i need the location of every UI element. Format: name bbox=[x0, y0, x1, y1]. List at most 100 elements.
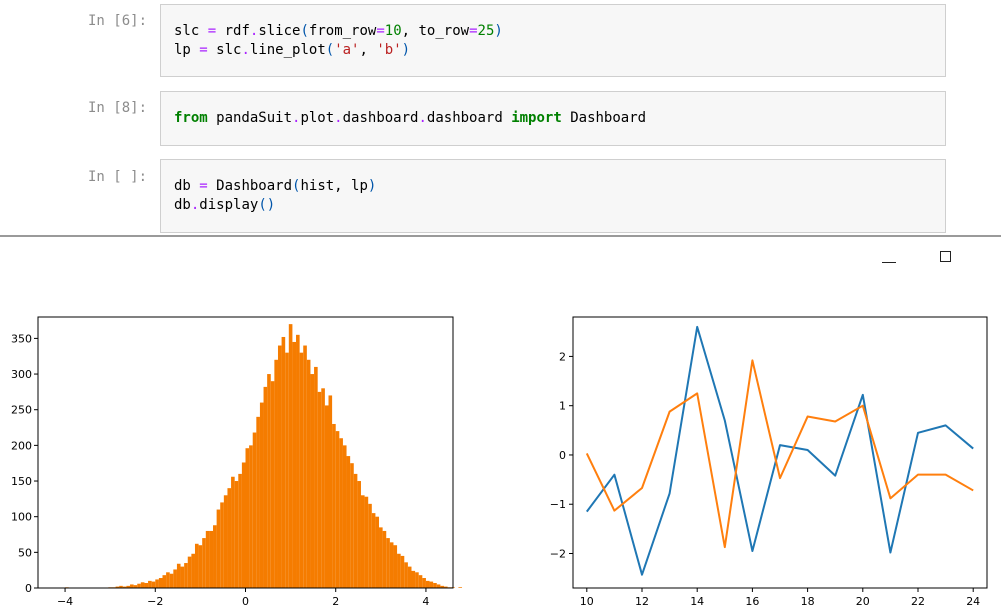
histogram-bar bbox=[440, 585, 444, 588]
code-token: display bbox=[199, 197, 259, 213]
code-token: import bbox=[511, 110, 562, 126]
histogram-bar bbox=[220, 502, 224, 588]
y-tick-label: 0 bbox=[25, 582, 32, 595]
dashboard-window: 0 50 100 150 200 250 300 350 −4 −2 0 2 4 −2 −1 0 1 2 10 12… bbox=[0, 237, 1001, 608]
histogram-bar bbox=[400, 555, 405, 588]
x-tick-label: 18 bbox=[801, 595, 815, 608]
histogram-bar bbox=[328, 395, 333, 588]
histogram-bar bbox=[115, 586, 120, 588]
histogram-bar bbox=[249, 445, 253, 588]
y-tick-label: 50 bbox=[18, 546, 32, 559]
code-token: from_row bbox=[308, 23, 377, 39]
code-token: . bbox=[241, 42, 250, 58]
histogram-bar bbox=[418, 575, 423, 588]
histogram-bar bbox=[191, 553, 195, 588]
histogram-bar bbox=[176, 563, 181, 588]
code-cell-input[interactable]: from pandaSuit.plot.dashboard.dashboard … bbox=[160, 91, 946, 146]
code-cell-input[interactable]: slc = rdf.slice(from_row=10, to_row=25) l… bbox=[160, 4, 946, 77]
y-tick-label: 300 bbox=[11, 368, 32, 381]
histogram-bar bbox=[299, 352, 304, 588]
histogram-bar bbox=[274, 359, 278, 588]
histogram-bar bbox=[270, 381, 275, 588]
histogram-bar bbox=[314, 366, 318, 588]
histogram-bar bbox=[234, 481, 239, 588]
code-token: hist, lp bbox=[300, 178, 368, 194]
histogram-bar bbox=[137, 583, 141, 588]
code-token: from bbox=[174, 110, 208, 126]
code-text[interactable]: slc = rdf.slice(from_row=10, to_row=25) l… bbox=[174, 22, 503, 60]
x-tick-label: 10 bbox=[580, 595, 594, 608]
histogram-bar bbox=[310, 374, 315, 588]
histogram-bar bbox=[133, 585, 138, 588]
y-tick-label: 250 bbox=[11, 404, 32, 417]
code-token: . bbox=[418, 110, 427, 126]
histogram-bar bbox=[303, 345, 307, 588]
code-token: , to_row bbox=[401, 23, 470, 39]
code-token: . bbox=[249, 23, 259, 39]
histogram-bar bbox=[180, 566, 185, 588]
histogram-bar bbox=[397, 553, 401, 588]
code-token: ) bbox=[401, 42, 411, 58]
histogram-bar bbox=[425, 580, 430, 588]
x-tick-label: 24 bbox=[966, 595, 980, 608]
code-token: lp bbox=[174, 42, 200, 58]
histogram-bar bbox=[368, 503, 372, 588]
x-tick-label: 12 bbox=[635, 595, 649, 608]
code-token: = bbox=[469, 23, 478, 39]
code-token: . bbox=[334, 110, 343, 126]
code-cell-input[interactable]: db = Dashboard(hist, lp) db.display() bbox=[160, 159, 946, 233]
x-tick-label: 22 bbox=[911, 595, 925, 608]
histogram-bar bbox=[285, 352, 289, 588]
histogram-bar bbox=[209, 530, 214, 588]
histogram-bar bbox=[267, 374, 271, 588]
x-tick-label: 20 bbox=[856, 595, 870, 608]
histogram-bar bbox=[223, 495, 228, 588]
code-token: ( bbox=[300, 23, 309, 39]
histogram-bar bbox=[140, 582, 145, 588]
histogram-bar bbox=[353, 473, 358, 588]
code-token: 10 bbox=[384, 23, 402, 39]
code-text[interactable]: db = Dashboard(hist, lp) db.display() bbox=[174, 177, 376, 215]
histogram-bar bbox=[389, 542, 394, 588]
histogram-bar bbox=[166, 572, 170, 588]
minimize-button[interactable] bbox=[878, 245, 904, 271]
histogram-bar bbox=[288, 324, 293, 588]
histogram-bar bbox=[202, 538, 206, 588]
code-token: = bbox=[207, 23, 217, 39]
x-tick-label: −4 bbox=[57, 595, 73, 608]
histogram-bar bbox=[436, 584, 441, 588]
histogram-bar bbox=[227, 488, 232, 588]
code-token: Dashboard bbox=[561, 110, 647, 126]
code-token: ) bbox=[367, 178, 377, 194]
code-token: 'b' bbox=[376, 42, 402, 58]
histogram-bar bbox=[317, 391, 322, 588]
code-line: lp = slc.line_plot('a', 'b') bbox=[174, 41, 503, 60]
maximize-icon bbox=[940, 251, 951, 262]
histogram-bar bbox=[148, 580, 152, 588]
histogram-bar bbox=[194, 543, 199, 588]
code-line: db.display() bbox=[174, 196, 376, 215]
histogram-bar bbox=[357, 481, 361, 588]
histogram-bar bbox=[122, 586, 127, 588]
x-tick-label: −2 bbox=[147, 595, 163, 608]
histogram-bar bbox=[169, 573, 174, 588]
code-text[interactable]: from pandaSuit.plot.dashboard.dashboard … bbox=[174, 109, 646, 128]
histogram-bar bbox=[364, 496, 369, 588]
x-tick-label: 0 bbox=[242, 595, 249, 608]
x-tick-label: 2 bbox=[332, 595, 339, 608]
histogram-bar bbox=[342, 445, 347, 588]
code-token: ) bbox=[494, 23, 503, 39]
code-token: dashboard bbox=[426, 110, 512, 126]
series-line-1 bbox=[585, 325, 974, 576]
code-line: db = Dashboard(hist, lp) bbox=[174, 177, 376, 196]
y-tick-label: 1 bbox=[559, 400, 566, 413]
y-tick-label: 350 bbox=[11, 332, 32, 345]
histogram-bar bbox=[277, 345, 282, 588]
histogram-bar bbox=[162, 575, 167, 588]
histogram-bar bbox=[296, 334, 300, 588]
code-token: slc bbox=[174, 23, 208, 39]
histogram-bar bbox=[324, 405, 329, 588]
histogram-bar bbox=[415, 572, 419, 588]
maximize-button[interactable] bbox=[935, 245, 961, 271]
histogram-bar bbox=[407, 566, 412, 588]
